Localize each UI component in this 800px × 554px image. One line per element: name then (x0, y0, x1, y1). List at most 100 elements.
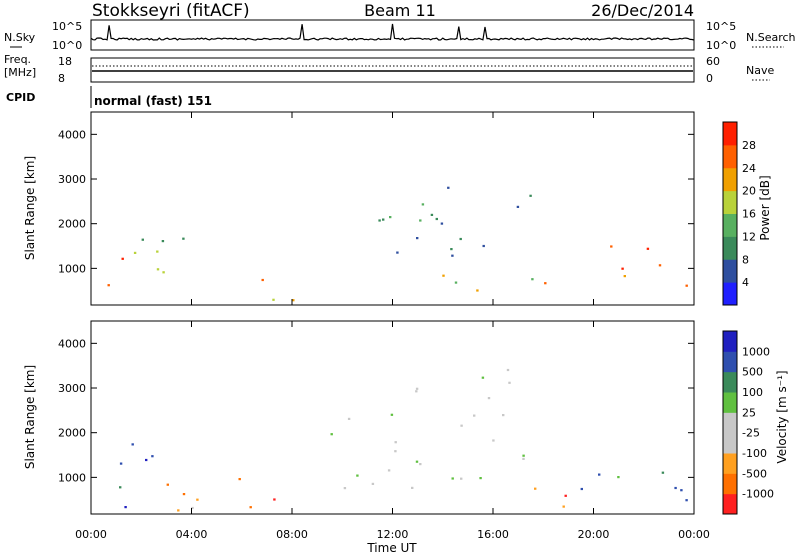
echo-cell (531, 278, 534, 281)
echo-cell (196, 498, 199, 501)
beam-title: Beam 11 (364, 1, 436, 20)
echo-cell (482, 244, 485, 248)
echo-cell (330, 433, 333, 436)
echo-cell (261, 278, 264, 282)
echo-cell (598, 473, 601, 476)
echo-cell (451, 254, 454, 257)
echo-cell (564, 494, 567, 497)
colorbar-swatch (723, 331, 737, 352)
colorbar-frame (722, 330, 738, 515)
colorbar-tick-label: -25 (742, 427, 760, 440)
time-xlabel: Time UT (366, 541, 417, 554)
x-tick-label: 00:00 (678, 528, 710, 541)
nave-tick-bottom: 0 (706, 72, 713, 85)
colorbar-swatch (723, 259, 737, 283)
colorbar-swatch (723, 167, 737, 192)
station-title: Stokkseyri (fitACF) (92, 1, 250, 21)
x-tick-label: 04:00 (176, 528, 208, 541)
y-tick-label: 2000 (58, 427, 86, 440)
colorbar-tick-label: 4 (742, 276, 749, 289)
colorbar-swatch (723, 412, 737, 434)
echo-cell (156, 250, 159, 253)
echo-cell (440, 222, 444, 225)
echo-cell (133, 251, 137, 254)
echo-cell (447, 186, 450, 189)
freq-label: Freq. (4, 53, 31, 66)
freq-panel (90, 57, 695, 83)
echo-cell (415, 460, 419, 463)
colorbar-tick-label: -1000 (742, 488, 774, 501)
colorbar-swatch (723, 122, 737, 146)
echo-cell (347, 417, 351, 420)
echo-cell (419, 463, 422, 466)
echo-cell (450, 248, 453, 251)
echo-cell (390, 413, 394, 416)
colorbar-tick-label: 24 (742, 162, 756, 175)
colorbar-tick-label: 28 (742, 139, 756, 152)
echo-cell (411, 486, 414, 489)
x-tick-label: 16:00 (477, 528, 509, 541)
echo-cell (292, 299, 295, 302)
colorbar-tick-label: 25 (742, 406, 756, 419)
date-title: 26/Dec/2014 (591, 1, 694, 20)
velocity-ylabel: Slant Range [km] (23, 365, 37, 469)
y-tick-label: 4000 (58, 337, 86, 350)
echo-cell (506, 368, 510, 372)
echo-cell (119, 486, 122, 489)
echo-cell (487, 397, 491, 400)
echo-cell (580, 487, 583, 491)
echo-cell (454, 281, 458, 284)
nsky-tick-top: 10^5 (52, 20, 82, 33)
nsearch-tick-top: 10^5 (706, 20, 736, 33)
echo-cell (621, 267, 624, 270)
echo-cell (674, 486, 677, 490)
echo-cell (623, 275, 626, 278)
echo-cell (238, 478, 241, 481)
y-tick-label: 2000 (58, 218, 86, 231)
x-tick-label: 00:00 (75, 528, 107, 541)
echo-cell (421, 203, 425, 206)
cpid-label: CPID (6, 91, 35, 104)
velocity-colorbar: 1000 500 100 25 -25 -100 -500 -1000 (722, 330, 774, 515)
cpid-value: normal (fast) 151 (94, 94, 212, 108)
echo-cell (191, 506, 194, 510)
echo-cell (396, 251, 399, 254)
colorbar-swatch (723, 392, 737, 413)
echo-cell (522, 454, 525, 457)
freq-tick-bottom: 8 (58, 72, 65, 85)
echo-cell (534, 487, 537, 490)
x-tick-label: 20:00 (578, 528, 610, 541)
colorbar-swatch (723, 432, 737, 454)
echo-cell (442, 274, 445, 277)
echo-cell (131, 443, 134, 446)
freq-tick-top: 18 (58, 55, 72, 68)
colorbar-swatch (723, 213, 737, 237)
echo-cell (416, 237, 419, 240)
echo-cell (479, 477, 482, 480)
velocity-panel-frame (90, 320, 695, 515)
velocity-cbar-label: Velocity [m s⁻¹] (775, 370, 789, 463)
y-tick-label: 3000 (58, 173, 86, 186)
echo-cell (481, 376, 485, 379)
power-panel-frame (90, 111, 695, 306)
echo-cell (451, 477, 454, 480)
echo-cell (473, 414, 476, 417)
echo-cell (394, 450, 397, 453)
y-tick-label: 4000 (58, 128, 86, 141)
power-ylabel: Slant Range [km] (23, 156, 37, 260)
nave-label: Nave (746, 64, 774, 77)
power-y-axis: 1000 2000 3000 4000 (58, 128, 694, 275)
colorbar-swatch (723, 371, 737, 393)
echo-cell (685, 499, 688, 502)
echo-cell (415, 387, 419, 390)
echo-cell (460, 477, 463, 480)
colorbar-swatch (723, 493, 737, 515)
colorbar-tick-label: 500 (742, 366, 763, 379)
echo-cell (166, 483, 169, 486)
x-tick-label: 12:00 (377, 528, 409, 541)
echo-cell (382, 218, 385, 221)
y-tick-label: 1000 (58, 471, 86, 484)
colorbar-frame (722, 121, 738, 306)
echo-cell (371, 482, 375, 485)
